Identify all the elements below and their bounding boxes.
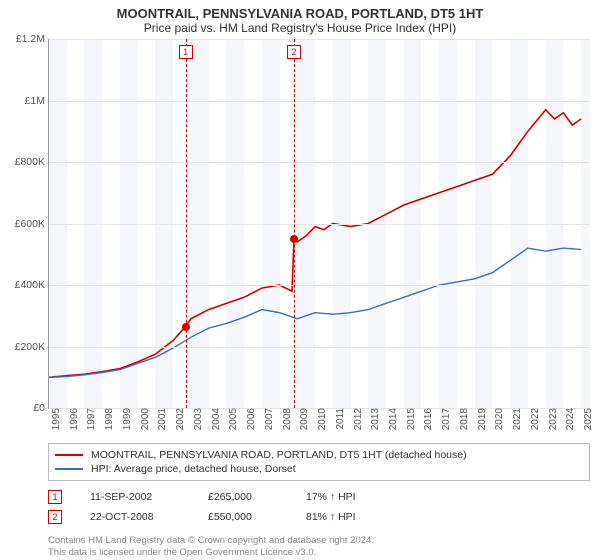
x-axis-label: 2008 (280, 408, 293, 430)
series-hpi (49, 248, 581, 377)
legend-item: MOONTRAIL, PENNSYLVANIA ROAD, PORTLAND, … (55, 448, 583, 462)
x-axis-label: 2022 (528, 408, 541, 430)
x-axis-label: 1995 (49, 408, 62, 430)
y-axis-label: £1M (25, 95, 49, 107)
x-axis-label: 2004 (209, 408, 222, 430)
footer-line-1: Contains HM Land Registry data © Crown c… (48, 535, 590, 547)
x-axis-label: 2001 (155, 408, 168, 430)
sale-delta: 17% ↑ HPI (306, 491, 356, 503)
sale-row: 1 11-SEP-2002 £265,000 17% ↑ HPI (48, 487, 590, 507)
x-axis-label: 1997 (84, 408, 97, 430)
chart-plot-area: £0£200K£400K£600K£800K£1M£1.2M1995199619… (48, 39, 590, 409)
chart-title: MOONTRAIL, PENNSYLVANIA ROAD, PORTLAND, … (0, 0, 600, 21)
sale-marker-dot (182, 323, 190, 331)
x-axis-label: 2016 (421, 408, 434, 430)
legend-swatch (55, 468, 83, 470)
chart-subtitle: Price paid vs. HM Land Registry's House … (0, 21, 600, 39)
x-axis-label: 1998 (102, 408, 115, 430)
sale-number-badge: 1 (48, 490, 62, 504)
legend-item: HPI: Average price, detached house, Dors… (55, 462, 583, 476)
sales-table: 1 11-SEP-2002 £265,000 17% ↑ HPI 2 22-OCT-200… (48, 487, 590, 527)
legend-label: MOONTRAIL, PENNSYLVANIA ROAD, PORTLAND, … (91, 449, 467, 461)
x-axis-label: 2009 (297, 408, 310, 430)
x-axis-label: 2013 (368, 408, 381, 430)
x-axis-label: 2002 (173, 408, 186, 430)
x-axis-label: 2018 (457, 408, 470, 430)
sale-price: £550,000 (208, 511, 278, 523)
y-gridline (49, 347, 590, 348)
y-axis-label: £0 (33, 402, 49, 414)
x-axis-label: 2012 (351, 408, 364, 430)
x-axis-label: 2017 (439, 408, 452, 430)
footer-line-2: This data is licensed under the Open Gov… (48, 547, 590, 559)
x-axis-label: 2020 (492, 408, 505, 430)
sale-marker-line (186, 39, 187, 408)
sale-marker-dot (290, 235, 298, 243)
y-gridline (49, 101, 590, 102)
y-gridline (49, 285, 590, 286)
y-axis-label: £800K (15, 156, 49, 168)
series-price (49, 110, 581, 378)
x-axis-label: 2003 (191, 408, 204, 430)
y-axis-label: £600K (15, 218, 49, 230)
x-axis-label: 2000 (138, 408, 151, 430)
sale-number-badge: 2 (48, 510, 62, 524)
x-axis-label: 2006 (244, 408, 257, 430)
x-axis-label: 2007 (262, 408, 275, 430)
x-axis-label: 2025 (581, 408, 594, 430)
x-axis-label: 2019 (475, 408, 488, 430)
x-axis-label: 2005 (226, 408, 239, 430)
legend-swatch (55, 454, 83, 456)
sale-date: 11-SEP-2002 (90, 491, 180, 503)
sale-row: 2 22-OCT-2008 £550,000 81% ↑ HPI (48, 507, 590, 527)
x-axis-label: 2011 (333, 408, 346, 430)
y-gridline (49, 162, 590, 163)
x-axis-label: 2015 (404, 408, 417, 430)
x-axis-label: 1999 (120, 408, 133, 430)
x-axis-label: 2024 (563, 408, 576, 430)
x-axis-label: 2014 (386, 408, 399, 430)
sale-marker-number: 1 (179, 45, 193, 59)
sale-delta: 81% ↑ HPI (306, 511, 356, 523)
sale-marker-number: 2 (287, 45, 301, 59)
legend-label: HPI: Average price, detached house, Dors… (91, 463, 296, 475)
x-axis-label: 1996 (67, 408, 80, 430)
footer-attribution: Contains HM Land Registry data © Crown c… (48, 535, 590, 560)
y-gridline (49, 224, 590, 225)
x-axis-label: 2021 (510, 408, 523, 430)
sale-date: 22-OCT-2008 (90, 511, 180, 523)
chart-legend: MOONTRAIL, PENNSYLVANIA ROAD, PORTLAND, … (48, 443, 590, 481)
y-axis-label: £400K (15, 279, 49, 291)
sale-price: £265,000 (208, 491, 278, 503)
x-axis-label: 2023 (546, 408, 559, 430)
sale-marker-line (294, 39, 295, 408)
y-gridline (49, 39, 590, 40)
x-axis-label: 2010 (315, 408, 328, 430)
y-axis-label: £200K (15, 341, 49, 353)
y-axis-label: £1.2M (16, 33, 49, 45)
